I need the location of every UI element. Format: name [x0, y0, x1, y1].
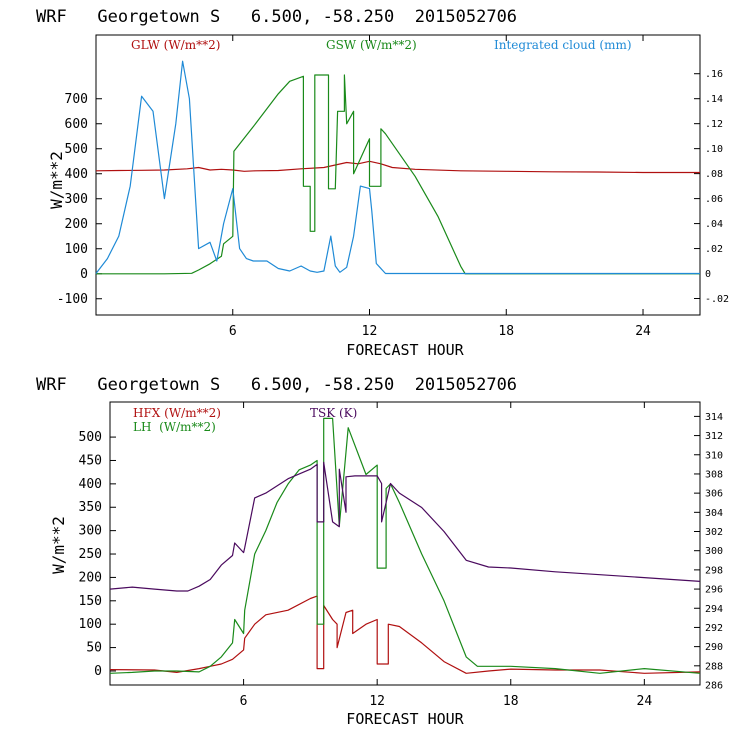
bottom-panel: WRF Georgetown S 6.500, -58.250 20150527… [36, 375, 723, 728]
bottom-series-tsk-line [109, 461, 701, 592]
bottom-right-tick-label: 298 [705, 565, 723, 576]
bottom-series-lh-line [109, 417, 701, 674]
top-x-axis-label: FORECAST HOUR [346, 341, 464, 359]
bottom-right-tick-label: 290 [705, 642, 723, 653]
bottom-x-tick-label: 24 [637, 694, 653, 709]
bottom-right-tick-label: 300 [705, 546, 723, 557]
bottom-left-tick-label: 150 [79, 594, 102, 609]
top-series-gsw-line [96, 74, 700, 275]
bottom-left-tick-label: 0 [94, 664, 102, 679]
bottom-x-axis-label: FORECAST HOUR [346, 710, 464, 728]
top-series-integrated-line [95, 60, 700, 275]
bottom-series-lines [109, 417, 701, 674]
top-right-tick-label: .02 [705, 244, 723, 255]
top-x-tick-label: 18 [498, 324, 514, 339]
bottom-right-tick-label: 306 [705, 489, 723, 500]
top-legend-glw: GLW (W/m**2) [131, 38, 220, 52]
bottom-left-tick-label: 400 [79, 477, 102, 492]
bottom-right-tick-label: 288 [705, 661, 723, 672]
bottom-y-axis-label: W/m**2 [49, 516, 68, 574]
bottom-right-tick-label: 310 [705, 450, 723, 461]
top-chart-title: WRF Georgetown S 6.500, -58.250 20150527… [36, 7, 517, 27]
top-plot-frame [95, 34, 701, 316]
bottom-left-axis: 0 50 100 150 200 250 300 350 400 450 500 [79, 430, 116, 679]
bottom-legend-tsk: TSK (K) [310, 406, 357, 420]
bottom-left-tick-label: 350 [79, 500, 102, 515]
top-right-tick-label: .04 [705, 219, 723, 230]
top-left-tick-label: 200 [65, 217, 88, 232]
top-left-tick-label: 100 [65, 242, 88, 257]
bottom-x-axis: 6 12 18 24 [240, 402, 653, 709]
bottom-series-hfx-line [109, 595, 701, 674]
bottom-right-axis: 286 288 290 292 294 296 298 300 302 304 306 308 310 3… [694, 412, 723, 692]
bottom-left-tick-label: 100 [79, 617, 102, 632]
top-series-lines [95, 60, 700, 275]
top-left-tick-label: 0 [80, 267, 88, 282]
top-right-tick-label: .16 [705, 69, 723, 80]
bottom-right-tick-label: 296 [705, 585, 723, 596]
top-left-tick-label: 600 [65, 117, 88, 132]
top-right-tick-label: .12 [705, 119, 723, 130]
top-left-axis: -100 0 100 200 300 400 500 600 700 [57, 92, 102, 307]
top-panel: WRF Georgetown S 6.500, -58.250 20150527… [36, 7, 729, 359]
bottom-x-tick-label: 12 [369, 694, 385, 709]
top-right-tick-label: -.02 [705, 294, 729, 305]
top-x-tick-label: 12 [362, 324, 378, 339]
top-left-tick-label: 700 [65, 92, 88, 107]
bottom-right-tick-label: 312 [705, 431, 723, 442]
top-right-axis: -.02 0 .02 .04 .06 .08 .10 .12 .14 .16 [694, 69, 729, 305]
bottom-left-tick-label: 250 [79, 547, 102, 562]
bottom-left-tick-label: 500 [79, 430, 102, 445]
top-right-tick-label: .14 [705, 94, 723, 105]
top-legend-cloud: Integrated cloud (mm) [494, 38, 632, 52]
bottom-right-tick-label: 314 [705, 412, 723, 423]
top-left-tick-label: 500 [65, 142, 88, 157]
bottom-left-tick-label: 50 [86, 641, 102, 656]
bottom-left-tick-label: 200 [79, 570, 102, 585]
top-x-tick-label: 6 [229, 324, 237, 339]
bottom-right-tick-label: 294 [705, 604, 723, 615]
top-left-tick-label: 300 [65, 192, 88, 207]
bottom-left-tick-label: 300 [79, 524, 102, 539]
bottom-chart-title: WRF Georgetown S 6.500, -58.250 20150527… [36, 375, 517, 395]
bottom-right-tick-label: 302 [705, 527, 723, 538]
bottom-x-tick-label: 18 [503, 694, 519, 709]
top-series-glw-line [95, 160, 700, 174]
bottom-right-tick-label: 292 [705, 623, 723, 634]
bottom-legend-lh: LH (W/m**2) [133, 420, 216, 434]
top-right-tick-label: .08 [705, 169, 723, 180]
top-x-tick-label: 24 [635, 324, 651, 339]
bottom-x-tick-label: 6 [240, 694, 248, 709]
top-x-axis: 6 12 18 24 [229, 35, 651, 339]
top-legend-gsw: GSW (W/m**2) [326, 38, 417, 52]
bottom-right-tick-label: 308 [705, 469, 723, 480]
top-right-tick-label: .06 [705, 194, 723, 205]
bottom-right-tick-label: 286 [705, 681, 723, 692]
bottom-right-tick-label: 304 [705, 508, 723, 519]
top-right-tick-label: 0 [705, 269, 711, 280]
top-right-tick-label: .10 [705, 144, 723, 155]
top-left-tick-label: -100 [57, 292, 88, 307]
top-y-axis-label: W/m**2 [47, 151, 66, 209]
bottom-left-tick-label: 450 [79, 453, 102, 468]
bottom-legend-hfx: HFX (W/m**2) [133, 406, 221, 420]
bottom-plot-frame [109, 401, 701, 686]
top-left-tick-label: 400 [65, 167, 88, 182]
